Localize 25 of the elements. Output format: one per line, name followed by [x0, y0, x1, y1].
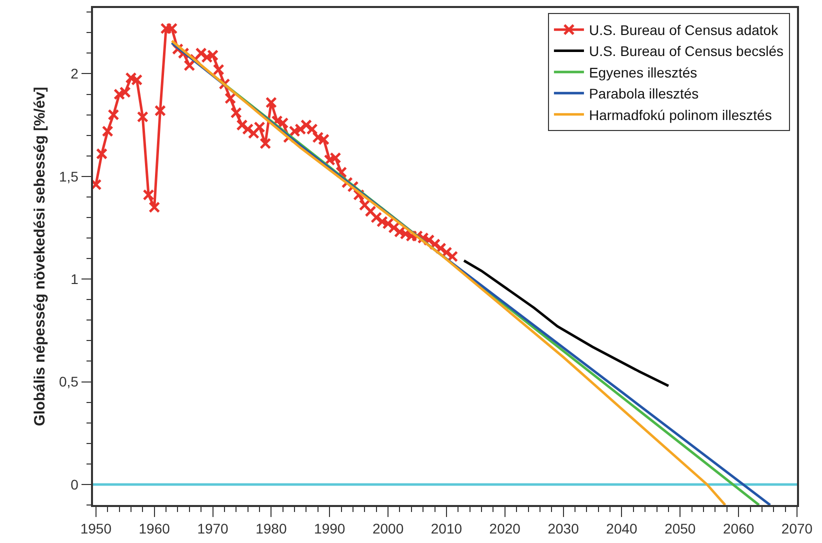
x-tick-label: 1970 — [197, 520, 229, 537]
x-tick-label: 2070 — [781, 520, 813, 537]
x-tick-label: 2010 — [430, 520, 462, 537]
x-tick-label: 2030 — [548, 520, 580, 537]
x-tick-label: 2000 — [372, 520, 404, 537]
y-tick-label: 2 — [70, 66, 79, 82]
legend-label: Egyenes illesztés — [588, 64, 698, 80]
x-tick-label: 2050 — [664, 520, 696, 537]
legend-label: U.S. Bureau of Census adatok — [588, 22, 780, 38]
x-tick-label: 1960 — [138, 520, 170, 537]
y-tick-label: 1 — [70, 270, 79, 287]
x-tick-label: 1990 — [314, 520, 346, 537]
legend-label: Parabola illesztés — [588, 86, 699, 102]
y-tick-label: 0 — [70, 476, 79, 492]
y-tick-label: 0,5 — [58, 374, 79, 390]
x-tick-label: 1980 — [256, 520, 287, 537]
x-tick-label: 1950 — [80, 520, 112, 537]
x-tick-label: 2060 — [723, 520, 754, 537]
y-tick-label: 1,5 — [58, 168, 79, 184]
y-axis-title: Globális népesség növekedési sebesség [%/év] — [32, 86, 49, 426]
x-tick-label: 2020 — [489, 520, 521, 537]
legend-label: Harmadfokú polinom illesztés — [588, 106, 772, 123]
x-tick-label: 2040 — [606, 520, 638, 537]
line-series — [462, 259, 670, 388]
legend-label: U.S. Bureau of Census becslés — [588, 43, 784, 60]
